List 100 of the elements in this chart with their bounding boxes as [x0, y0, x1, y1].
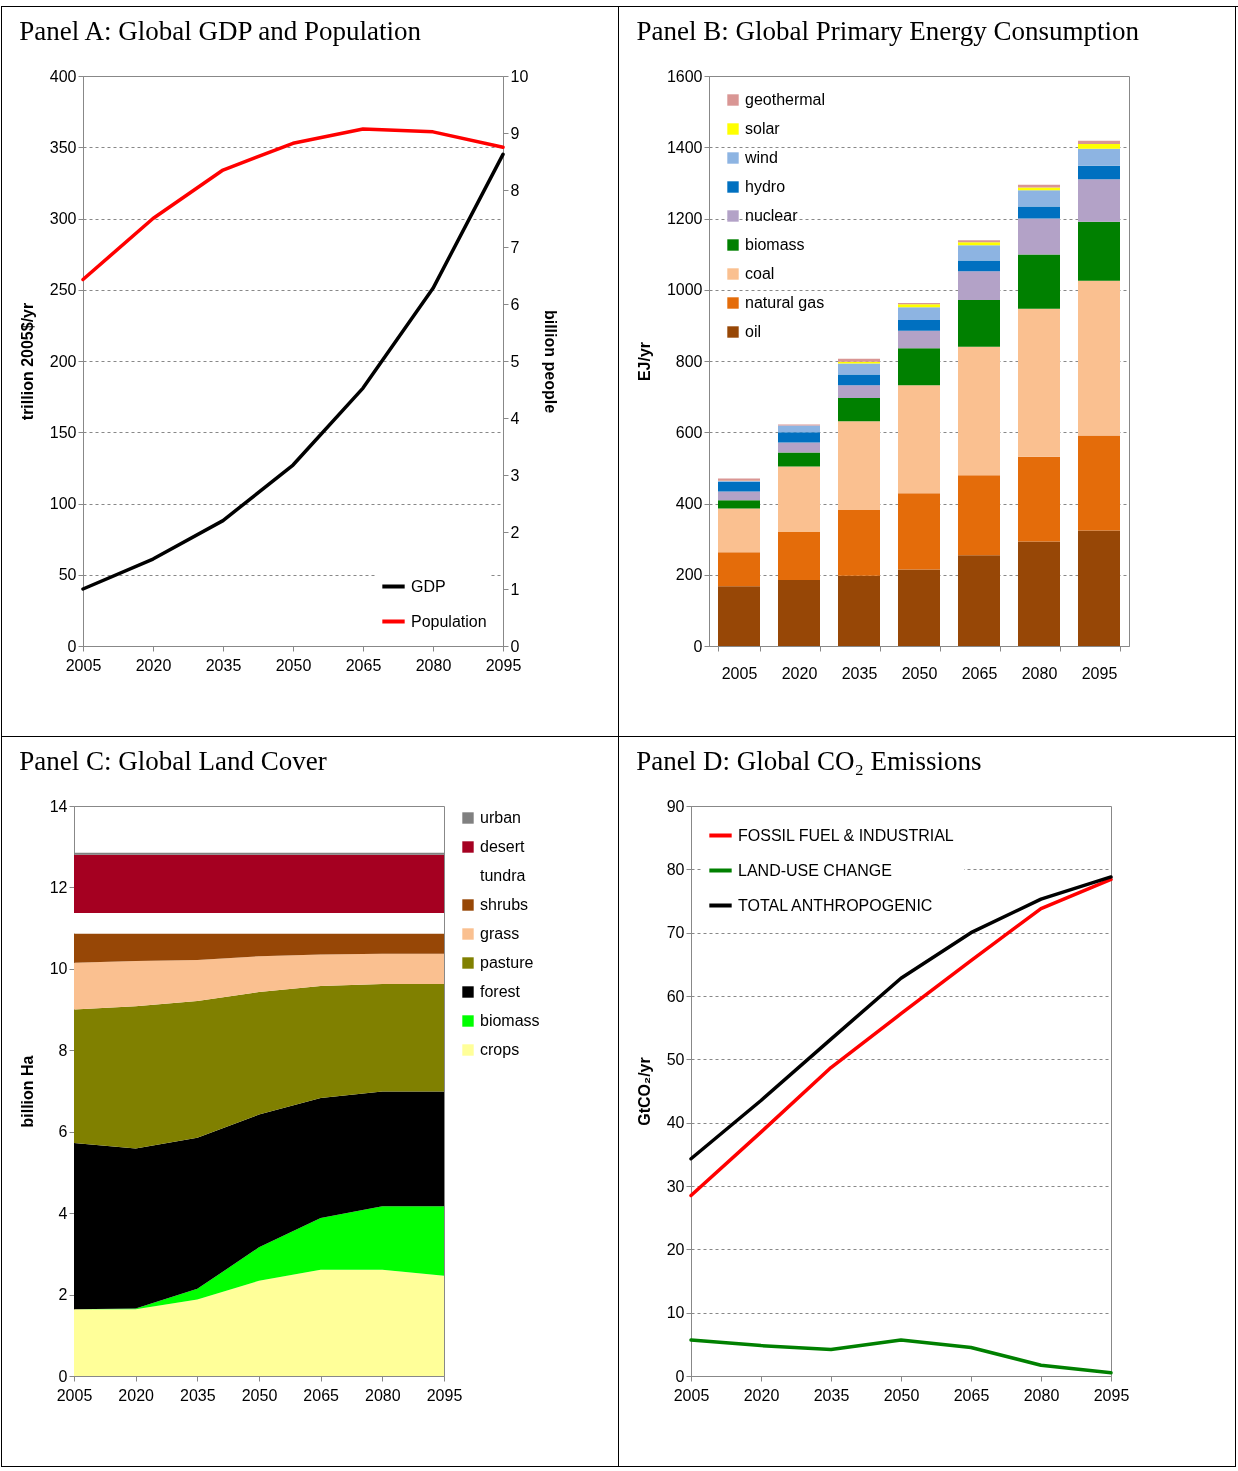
y-tick-label: 50	[58, 566, 77, 584]
y-axis-title: billion Ha	[18, 1055, 36, 1128]
legend-label: pasture	[480, 954, 534, 971]
x-tick-label: 2095	[1093, 1386, 1130, 1404]
y-tick-label: 350	[49, 138, 77, 156]
y-tick-label: 40	[666, 1114, 685, 1132]
legend-label: LAND-USE CHANGE	[738, 861, 892, 879]
y-tick-label: 12	[49, 878, 68, 896]
legend-label: Population	[411, 612, 487, 630]
y-tick-label: 100	[49, 495, 77, 512]
legend-label: oil	[745, 323, 762, 340]
y-axis-title: EJ/yr	[635, 341, 653, 382]
y-tick-label: 1600	[666, 67, 703, 85]
y-axis-title: trillion 2005$/yr	[18, 302, 36, 421]
y2-tick-label: 2	[510, 523, 520, 541]
x-tick-label: 2080	[1021, 664, 1058, 682]
legend-label: crops	[480, 1041, 520, 1058]
x-tick-label: 2080	[1023, 1386, 1060, 1404]
text: tundra	[480, 867, 526, 884]
y2-tick-label: 9	[510, 124, 520, 142]
x-tick-label: 2005	[673, 1386, 710, 1404]
x-tick-label: 2035	[180, 1386, 216, 1404]
x-tick-label: 2020	[743, 1386, 780, 1404]
x-tick-label: 2095	[485, 656, 522, 674]
chart-title: Panel A: Global GDP and Population	[19, 16, 422, 46]
chart-title: Panel D: Global CO₂ Emissions	[636, 746, 982, 776]
y-tick-label: 50	[666, 1050, 685, 1068]
x-tick-label: 2080	[365, 1386, 401, 1404]
y2-tick-label: 6	[510, 295, 520, 313]
legend-label: wind	[744, 149, 778, 166]
legend-label: shrubs	[480, 896, 529, 913]
y-tick-label: 4	[58, 1204, 68, 1222]
legend-label: desert	[480, 838, 526, 855]
x-tick-label: 2020	[118, 1386, 155, 1404]
y-tick-label: 800	[675, 352, 703, 370]
y-tick-label: 90	[666, 797, 685, 815]
y-tick-label: 250	[49, 281, 77, 299]
y-tick-label: 8	[58, 1041, 68, 1059]
x-tick-label: 2035	[813, 1386, 850, 1404]
x-tick-label: 2005	[721, 664, 758, 682]
chart-title: Panel B: Global Primary Energy Consumption	[636, 16, 1140, 46]
x-tick-label: 2065	[345, 656, 382, 674]
y-tick-label: 60	[666, 987, 685, 1005]
legend-label: GDP	[411, 577, 446, 595]
x-tick-label: 2050	[883, 1386, 920, 1404]
y-tick-label: 80	[666, 860, 685, 878]
y2-tick-label: 1	[510, 580, 520, 598]
y-tick-label: 1000	[666, 281, 703, 299]
y2-tick-label: 7	[510, 238, 520, 256]
legend-label: geothermal	[745, 91, 826, 108]
chart-title: Panel C: Global Land Cover	[19, 746, 327, 776]
x-tick-label: 2020	[781, 664, 818, 682]
y-tick-label: 10	[666, 1304, 685, 1322]
x-tick-label: 2095	[426, 1386, 463, 1404]
x-tick-label: 2080	[415, 656, 452, 674]
x-tick-label: 2050	[241, 1386, 278, 1404]
x-tick-label: 2005	[65, 656, 102, 674]
y-tick-label: 400	[49, 67, 77, 85]
legend-label: forest	[480, 983, 521, 1000]
y2-tick-label: 5	[510, 352, 520, 370]
y-tick-label: 1200	[666, 210, 703, 227]
x-tick-label: 2035	[205, 656, 242, 674]
y2-tick-label: 8	[510, 181, 520, 199]
legend-label: urban	[480, 809, 521, 826]
y-tick-label: 2	[58, 1286, 68, 1304]
y2-tick-label: 4	[510, 409, 520, 427]
y2-tick-label: 10	[510, 67, 529, 85]
y2-tick-label: 0	[510, 637, 520, 655]
y-tick-label: 150	[49, 423, 77, 441]
y-tick-label: 0	[58, 1367, 68, 1385]
x-tick-label: 2065	[953, 1386, 990, 1404]
y-tick-label: 600	[675, 423, 703, 441]
y-tick-label: 6	[58, 1123, 68, 1141]
y-tick-label: 0	[67, 637, 77, 655]
y-axis-title: GtCO₂/yr	[635, 1057, 653, 1126]
y-tick-label: 10	[49, 960, 68, 978]
x-tick-label: 2020	[135, 656, 172, 674]
y-tick-label: 1400	[666, 138, 703, 156]
y-tick-label: 200	[49, 352, 77, 370]
x-tick-label: 2065	[303, 1386, 340, 1404]
legend-label: biomass	[745, 236, 805, 253]
legend-label: solar	[745, 120, 781, 137]
y-tick-label: 14	[49, 797, 68, 815]
legend-label: natural gas	[745, 294, 825, 311]
legend-label: coal	[745, 265, 775, 282]
legend-label: TOTAL ANTHROPOGENIC	[738, 896, 933, 914]
y-tick-label: 20	[666, 1240, 685, 1258]
y-tick-label: 0	[693, 637, 703, 655]
x-tick-label: 2095	[1081, 664, 1118, 682]
y-tick-label: 200	[675, 566, 703, 584]
legend-label: hydro	[745, 178, 786, 195]
y-tick-label: 0	[675, 1367, 685, 1385]
y-tick-label: 70	[666, 924, 685, 942]
legend-label: biomass	[480, 1012, 540, 1029]
x-tick-label: 2050	[901, 664, 938, 682]
y2-tick-label: 3	[510, 466, 520, 484]
y-tick-label: 30	[666, 1177, 685, 1195]
legend-label: FOSSIL FUEL & INDUSTRIAL	[738, 826, 954, 844]
y2-axis-title: billion people	[542, 309, 560, 414]
legend-label: grass	[480, 925, 520, 942]
